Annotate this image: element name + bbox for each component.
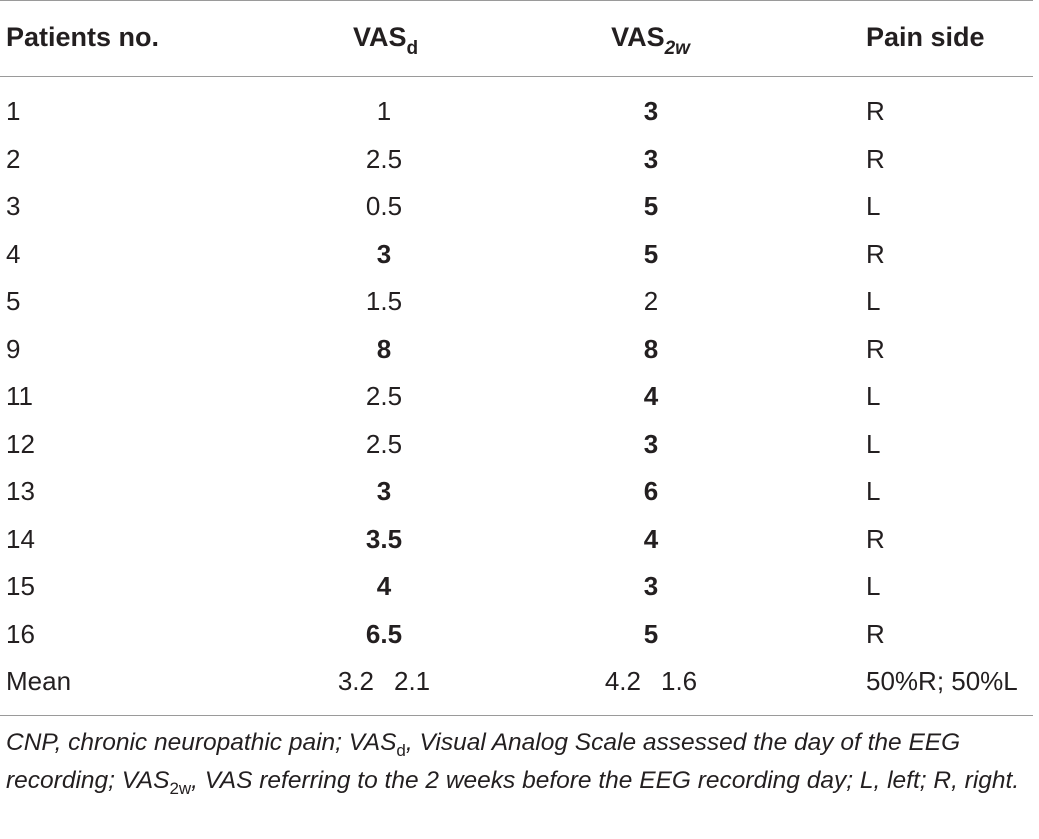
pain-side-cell: R (866, 333, 885, 364)
vas-d-cell: 1 (376, 96, 392, 126)
patient-no-cell: 9 (6, 333, 21, 364)
table-top-rule (0, 0, 1033, 1)
vas-2w-cell: 5 (643, 191, 659, 221)
vas-d-cell: 6.5 (365, 618, 403, 649)
table-row: 5 1.5 2 L (0, 286, 1033, 326)
table-row: 9 8 8 R (0, 334, 1033, 374)
mean-vas-d-value: 3.2 (337, 666, 374, 696)
footnote-part3: , VAS referring to the 2 weeks before th… (191, 767, 1020, 794)
vas-2w-cell: 5 (643, 238, 659, 269)
patient-no-cell: 16 (6, 618, 35, 649)
pain-side-cell: L (866, 476, 881, 506)
vas-d-cell: 4 (376, 571, 392, 601)
footnote-part2: , Visual Analog Scale assessed the day o… (6, 729, 961, 794)
vas-d-cell: 3.5 (365, 523, 403, 554)
mean-vas-d-sd: 2.1 (394, 666, 431, 696)
mean-pain-side: 50%R; 50%L (866, 666, 1018, 696)
vas-2w-cell: 4 (643, 381, 659, 411)
vas-d-cell: 3 (376, 238, 392, 269)
table-header-row: Patients no. VASd VAS2w Pain side (0, 22, 1033, 62)
vas-d-cell: 2.5 (365, 381, 403, 411)
table-row: 3 0.5 5 L (0, 191, 1033, 231)
vas-d-cell: 3 (376, 476, 392, 506)
header-vas-2w: VAS2w (578, 22, 723, 59)
vas-d-cell: 0.5 (365, 191, 403, 221)
vas-2w-cell: 3 (643, 143, 659, 174)
footnote-part1: CNP, chronic neuropathic pain; VAS (6, 729, 397, 756)
vas-2w-cell: 2 (643, 286, 659, 316)
mean-vas-2w-value: 4.2 (604, 666, 641, 696)
patient-no-cell: 3 (6, 191, 21, 221)
mean-vas-2w: 4.2 1.6 (551, 666, 751, 696)
vas-2w-cell: 8 (643, 333, 659, 364)
header-vas-2w-main: VAS (611, 22, 665, 52)
table-row: 13 3 6 L (0, 476, 1033, 516)
header-vas-d-main: VAS (352, 22, 407, 52)
table-row: 14 3.5 4 R (0, 524, 1033, 564)
header-vas-2w-subscript: 2w (664, 38, 690, 59)
mean-label: Mean (6, 666, 72, 696)
header-patients-no: Patients no. (6, 22, 160, 52)
table-row: 4 3 5 R (0, 239, 1033, 279)
table-footnote: CNP, chronic neuropathic pain; VASd, Vis… (6, 725, 1033, 801)
mean-vas-2w-sd: 1.6 (661, 666, 698, 696)
header-pain-side: Pain side (866, 22, 985, 52)
pain-side-cell: L (866, 286, 881, 316)
patient-no-cell: 4 (6, 238, 21, 269)
pain-side-cell: R (866, 523, 885, 554)
header-vas-d-subscript: d (406, 38, 419, 59)
patient-no-cell: 13 (6, 476, 35, 506)
table-bottom-rule (0, 715, 1033, 716)
vas-2w-cell: 5 (643, 618, 659, 649)
table-row-mean: Mean 3.2 2.1 4.2 1.6 50%R; 50%L (0, 666, 1033, 706)
footnote-subscript-d: d (396, 741, 406, 760)
patient-no-cell: 15 (6, 571, 35, 601)
table-row: 16 6.5 5 R (0, 619, 1033, 659)
table-header-rule (0, 76, 1033, 77)
vas-2w-cell: 6 (643, 476, 659, 506)
pain-side-cell: L (866, 428, 881, 459)
table-row: 11 2.5 4 L (0, 381, 1033, 421)
vas-2w-cell: 4 (643, 523, 659, 554)
patient-no-cell: 12 (6, 428, 35, 459)
pain-side-cell: R (866, 618, 885, 649)
table-row: 12 2.5 3 L (0, 429, 1033, 469)
pain-side-cell: R (866, 143, 885, 174)
patient-no-cell: 2 (6, 143, 21, 174)
header-vas-d: VASd (318, 22, 453, 59)
vas-d-cell: 2.5 (365, 428, 403, 459)
vas-2w-cell: 3 (643, 96, 659, 126)
table-row: 1 1 3 R (0, 96, 1033, 136)
table-row: 15 4 3 L (0, 571, 1033, 611)
patient-no-cell: 5 (6, 286, 21, 316)
vas-2w-cell: 3 (643, 428, 659, 459)
vas-d-cell: 1.5 (365, 286, 403, 316)
table-row: 2 2.5 3 R (0, 144, 1033, 184)
mean-vas-d: 3.2 2.1 (284, 666, 484, 696)
pain-side-cell: L (866, 191, 881, 221)
pain-side-cell: R (866, 238, 885, 269)
vas-d-cell: 2.5 (365, 143, 403, 174)
patient-no-cell: 11 (6, 381, 33, 411)
patient-no-cell: 1 (6, 96, 21, 126)
pain-side-cell: L (866, 381, 881, 411)
pain-side-cell: L (866, 571, 881, 601)
patient-no-cell: 14 (6, 523, 35, 554)
vas-2w-cell: 3 (643, 571, 659, 601)
pain-side-cell: R (866, 96, 885, 126)
vas-d-cell: 8 (376, 333, 392, 364)
footnote-subscript-2w: 2w (169, 779, 192, 798)
